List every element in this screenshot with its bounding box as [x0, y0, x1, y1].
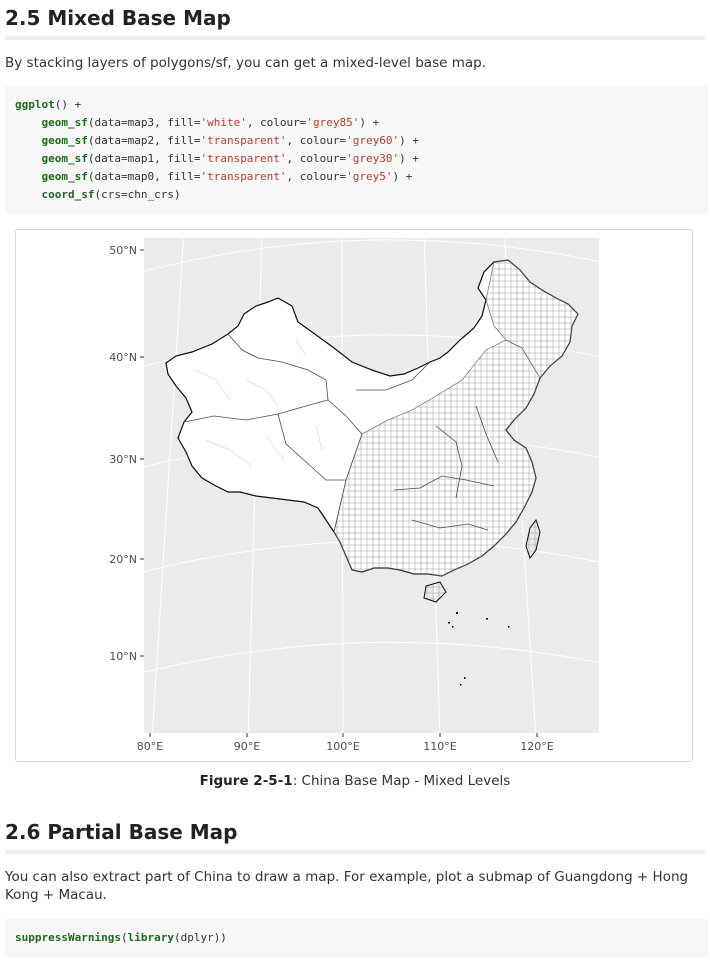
- section-title-mixed-base-map: 2.5 Mixed Base Map: [5, 6, 705, 40]
- figure-container: 50°N 40°N 30°N 20°N 10°N 80°E 90°E 100°E…: [15, 229, 693, 762]
- code-line: ggplot() +: [15, 98, 82, 111]
- hainan: [423, 581, 447, 603]
- y-tick-label: 20°N: [109, 553, 137, 566]
- x-tick-label: 100°E: [326, 740, 359, 753]
- section-title-partial-base-map: 2.6 Partial Base Map: [5, 820, 705, 854]
- code-line: coord_sf(crs=chn_crs): [41, 188, 181, 201]
- figure-caption-label: Figure 2-5-1: [199, 773, 293, 789]
- south-china-sea-islands: [448, 612, 510, 686]
- taiwan: [525, 518, 541, 560]
- section-intro-mixed: By stacking layers of polygons/sf, you c…: [5, 55, 486, 71]
- y-axis: 50°N 40°N 30°N 20°N 10°N: [109, 244, 144, 663]
- figure-caption-text: : China Base Map - Mixed Levels: [292, 773, 511, 789]
- code-block-partial: suppressWarnings(library(dplyr)): [5, 919, 708, 957]
- code-line: geom_sf(data=map0, fill='transparent', c…: [41, 170, 413, 183]
- code-line: geom_sf(data=map1, fill='transparent', c…: [41, 152, 420, 165]
- x-tick-label: 120°E: [520, 740, 553, 753]
- y-tick-label: 10°N: [109, 650, 137, 663]
- y-tick-label: 40°N: [109, 351, 137, 364]
- code-block-mixed: ggplot() + geom_sf(data=map3, fill='whit…: [5, 86, 708, 214]
- provinces-northeast-hatch: [485, 259, 579, 379]
- china-base-map: 50°N 40°N 30°N 20°N 10°N 80°E 90°E 100°E…: [109, 238, 599, 753]
- code-line: geom_sf(data=map2, fill='transparent', c…: [41, 134, 420, 147]
- figure-caption: Figure 2-5-1: China Base Map - Mixed Lev…: [0, 773, 710, 789]
- code-line: geom_sf(data=map3, fill='white', colour=…: [41, 116, 380, 129]
- y-tick-label: 50°N: [109, 244, 137, 257]
- x-tick-label: 90°E: [234, 740, 260, 753]
- y-tick-label: 30°N: [109, 453, 137, 466]
- province-borders: [183, 333, 499, 533]
- code-line: suppressWarnings(library(dplyr)): [15, 931, 227, 944]
- provinces-east-hatch: [333, 339, 541, 577]
- x-tick-label: 80°E: [137, 740, 163, 753]
- section-intro-partial: You can also extract part of China to dr…: [5, 869, 689, 903]
- x-tick-label: 110°E: [423, 740, 456, 753]
- county-borders: [195, 339, 323, 467]
- x-axis: 80°E 90°E 100°E 110°E 120°E: [137, 733, 554, 753]
